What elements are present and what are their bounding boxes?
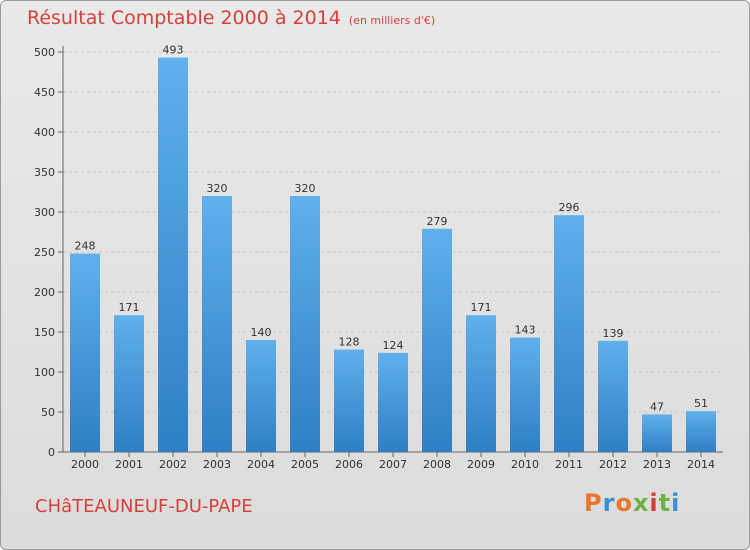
- data-label: 493: [163, 44, 184, 57]
- y-tick-label: 0: [48, 446, 55, 459]
- y-tick-label: 500: [34, 46, 55, 59]
- bar: [554, 215, 584, 452]
- data-label: 248: [75, 240, 96, 253]
- chart-title-text: Résultat Comptable 2000 à 2014: [27, 7, 341, 29]
- y-tick-label: 450: [34, 86, 55, 99]
- bar: [686, 411, 716, 452]
- bar: [510, 337, 540, 452]
- bar: [246, 340, 276, 452]
- proxiti-logo: Proxiti: [584, 489, 680, 517]
- data-label: 47: [650, 400, 664, 413]
- x-tick-label: 2002: [159, 458, 187, 471]
- logo-letter: x: [632, 489, 650, 517]
- y-tick-label: 50: [41, 406, 55, 419]
- logo-letter: i: [649, 489, 659, 517]
- bar: [378, 352, 408, 452]
- x-tick-label: 2011: [555, 458, 583, 471]
- x-tick-label: 2003: [203, 458, 231, 471]
- data-label: 124: [383, 339, 404, 352]
- chart-subtitle: (en milliers d'€): [348, 14, 436, 27]
- logo-letter: i: [671, 489, 681, 517]
- bar: [466, 315, 496, 452]
- x-tick-label: 2008: [423, 458, 451, 471]
- data-label: 51: [694, 397, 708, 410]
- data-label: 171: [471, 301, 492, 314]
- data-label: 296: [559, 201, 580, 214]
- x-tick-label: 2013: [643, 458, 671, 471]
- x-tick-label: 2007: [379, 458, 407, 471]
- bar: [334, 349, 364, 452]
- y-tick-label: 100: [34, 366, 55, 379]
- y-tick-label: 200: [34, 286, 55, 299]
- x-tick-label: 2009: [467, 458, 495, 471]
- data-label: 320: [207, 182, 228, 195]
- y-tick-label: 350: [34, 166, 55, 179]
- logo-letter: t: [658, 489, 672, 517]
- data-label: 279: [427, 215, 448, 228]
- x-tick-label: 2005: [291, 458, 319, 471]
- bar: [70, 253, 100, 452]
- chart-title: Résultat Comptable 2000 à 2014 (en millie…: [27, 7, 435, 29]
- data-label: 143: [515, 324, 536, 337]
- bar: [158, 57, 188, 452]
- data-label: 140: [251, 326, 272, 339]
- data-label: 128: [339, 336, 360, 349]
- bar: [202, 196, 232, 452]
- bar: [422, 228, 452, 452]
- data-label: 320: [295, 182, 316, 195]
- x-tick-label: 2006: [335, 458, 363, 471]
- x-tick-label: 2014: [687, 458, 715, 471]
- bar: [598, 340, 628, 452]
- data-label: 171: [119, 301, 140, 314]
- x-tick-label: 2010: [511, 458, 539, 471]
- x-tick-label: 2001: [115, 458, 143, 471]
- bar: [642, 414, 672, 452]
- logo-letter: o: [615, 489, 633, 517]
- logo-letter: P: [584, 489, 603, 517]
- y-tick-label: 250: [34, 246, 55, 259]
- bar: [290, 196, 320, 452]
- y-tick-label: 300: [34, 206, 55, 219]
- data-label: 139: [603, 327, 624, 340]
- y-tick-label: 400: [34, 126, 55, 139]
- logo-letter: r: [602, 489, 616, 517]
- x-tick-label: 2000: [71, 458, 99, 471]
- y-tick-label: 150: [34, 326, 55, 339]
- x-tick-label: 2004: [247, 458, 275, 471]
- location-label: CHâTEAUNEUF-DU-PAPE: [35, 496, 253, 517]
- x-tick-label: 2012: [599, 458, 627, 471]
- bar: [114, 315, 144, 452]
